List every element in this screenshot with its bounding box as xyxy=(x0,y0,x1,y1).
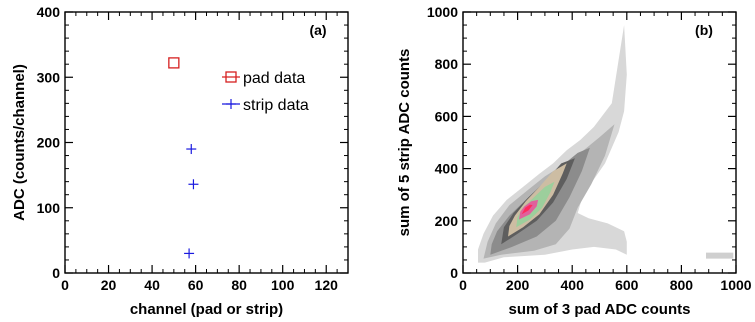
panel-b-y-tick-label: 800 xyxy=(435,56,459,72)
panel-b-x-tick-label: 0 xyxy=(459,277,467,293)
panel-a-ticks: 0 20 40 60 80 100 120 0 100 200 300 400 xyxy=(37,4,348,293)
panel-b-x-tick-label: 600 xyxy=(615,277,639,293)
panel-a-legend: pad data strip data xyxy=(222,70,309,114)
panel-a-plot-frame xyxy=(64,11,349,274)
panel-a-x-tick-label: 40 xyxy=(144,277,160,293)
pad-data-point xyxy=(168,57,180,69)
panel-a-scatter-chart: 0 20 40 60 80 100 120 0 100 200 300 400 (a) channel… xyxy=(11,4,349,318)
panel-b-x-tick-label: 800 xyxy=(670,277,694,293)
panel-b-ticks: 0 200 400 600 800 1000 0 200 400 600 800 1000 xyxy=(427,4,752,293)
panel-a-x-tick-label: 60 xyxy=(188,277,204,293)
panel-a-x-tick-label: 120 xyxy=(315,277,339,293)
panel-a-y-tick-label: 200 xyxy=(37,135,61,151)
panel-a-y-tick-label: 400 xyxy=(37,4,61,20)
panel-a-x-axis-label: channel (pad or strip) xyxy=(130,301,283,318)
panel-b-x-tick-label: 1000 xyxy=(720,277,751,293)
panel-b-contour-fills xyxy=(478,25,734,263)
panel-b-contour-heatmap: 0 200 400 600 800 1000 0 200 400 600 800 1000 (b) s… xyxy=(396,4,752,318)
panel-a-data-marks xyxy=(168,57,199,259)
panel-b-y-axis-label: sum of 5 strip ADC counts xyxy=(396,49,413,237)
panel-b-x-tick-label: 400 xyxy=(561,277,585,293)
legend-label-strip-data: strip data xyxy=(243,97,309,114)
panel-b-y-tick-label: 400 xyxy=(435,161,459,177)
panel-b-y-tick-label: 0 xyxy=(450,265,458,281)
panel-a-y-tick-label: 300 xyxy=(37,69,61,85)
panel-b-y-tick-label: 600 xyxy=(435,108,459,124)
panel-a-x-tick-label: 80 xyxy=(231,277,247,293)
contour-level-8 xyxy=(521,204,533,215)
panel-b-label: (b) xyxy=(695,22,713,38)
strip-data-point xyxy=(186,144,197,155)
contour-level-9 xyxy=(706,252,734,259)
panel-a-x-tick-label: 20 xyxy=(101,277,117,293)
panel-a-y-axis-label: ADC (counts/channel) xyxy=(11,64,28,221)
panel-a-x-tick-label: 0 xyxy=(61,277,69,293)
strip-data-point xyxy=(184,248,195,259)
legend-marker-plus xyxy=(222,99,240,109)
panel-a-label: (a) xyxy=(309,22,326,38)
panel-a-y-tick-label: 100 xyxy=(37,200,61,216)
legend-entry-pad-data: pad data xyxy=(222,70,305,87)
panel-b-y-tick-label: 1000 xyxy=(427,4,458,20)
legend-plus-symbol xyxy=(226,99,236,109)
legend-marker-open-square xyxy=(222,71,240,83)
panel-b-x-axis-label: sum of 3 pad ADC counts xyxy=(509,301,691,318)
panel-a-x-tick-label: 100 xyxy=(271,277,295,293)
panel-b-y-tick-label: 200 xyxy=(435,213,459,229)
strip-data-point xyxy=(188,179,199,190)
legend-square-symbol xyxy=(225,71,237,83)
legend-entry-strip-data: strip data xyxy=(222,97,309,114)
panel-b-x-tick-label: 200 xyxy=(506,277,530,293)
panel-a-y-tick-label: 0 xyxy=(52,265,60,281)
legend-label-pad-data: pad data xyxy=(243,70,305,87)
